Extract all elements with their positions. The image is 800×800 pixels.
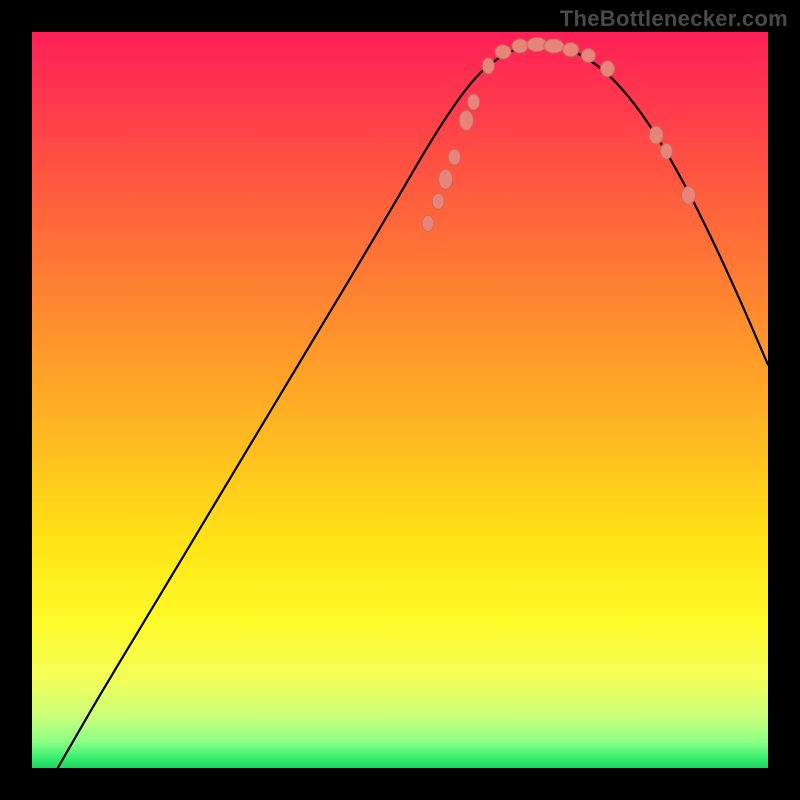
data-marker bbox=[439, 169, 453, 189]
data-marker bbox=[422, 215, 434, 231]
data-marker bbox=[649, 126, 663, 144]
data-marker bbox=[660, 143, 672, 159]
data-marker bbox=[459, 110, 473, 130]
plot-area bbox=[32, 32, 768, 768]
data-marker bbox=[563, 43, 579, 57]
data-marker bbox=[544, 39, 564, 53]
data-marker bbox=[581, 49, 595, 63]
data-marker bbox=[432, 193, 444, 209]
data-marker bbox=[482, 58, 494, 74]
data-marker bbox=[468, 94, 480, 110]
data-marker bbox=[512, 39, 528, 53]
data-marker bbox=[448, 149, 460, 165]
data-marker bbox=[682, 186, 696, 204]
watermark-text: TheBottlenecker.com bbox=[560, 6, 788, 32]
data-marker bbox=[601, 61, 615, 77]
data-marker bbox=[495, 45, 511, 59]
chart-svg bbox=[32, 32, 768, 768]
